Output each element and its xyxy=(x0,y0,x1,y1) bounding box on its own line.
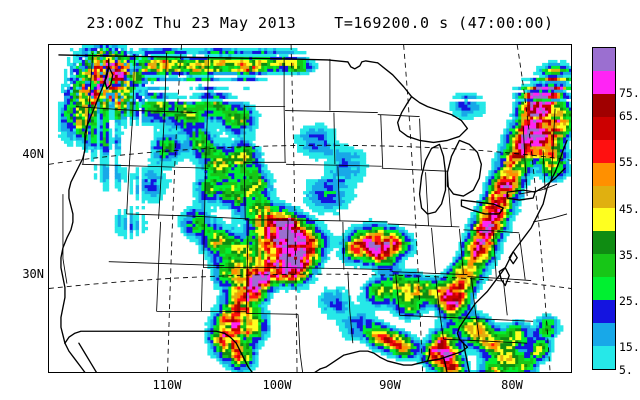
colorbar-band-15 xyxy=(593,300,615,324)
colorbar-tick-25: 25. xyxy=(619,293,640,308)
state-boundaries xyxy=(62,52,568,372)
lon-label-90w: 90W xyxy=(379,378,401,392)
coastline xyxy=(58,54,568,372)
plot-title: 23:00Z Thu 23 May 2013 T=169200.0 s (47:… xyxy=(86,14,554,32)
colorbar-band-25 xyxy=(593,254,615,278)
colorbar-band-10 xyxy=(593,323,615,346)
colorbar-tick-45: 45. xyxy=(619,201,640,216)
colorbar-tick-65: 65. xyxy=(619,109,640,124)
map-canvas xyxy=(49,45,571,372)
colorbar-band-5 xyxy=(593,345,615,369)
colorbar-band-40 xyxy=(593,185,615,209)
lat-label-30n: 30N xyxy=(22,267,44,281)
colorbar-band-20 xyxy=(593,277,615,301)
colorbar-band-35 xyxy=(593,208,615,232)
precipitation-field xyxy=(57,45,571,372)
colorbar xyxy=(592,47,616,370)
colorbar-tick-labels: 75. 65. 55. 45. 35. 25. 15. 5. xyxy=(619,47,640,377)
colorbar-tick-15: 15. xyxy=(619,339,640,354)
map-panel xyxy=(48,44,572,373)
colorbar-tick-55: 55. xyxy=(619,155,640,170)
colorbar-band-55 xyxy=(593,116,615,140)
lon-label-80w: 80W xyxy=(501,378,523,392)
colorbar-band-45 xyxy=(593,162,615,186)
colorbar-band-75 xyxy=(593,48,615,71)
colorbar-tick-5: 5. xyxy=(619,363,633,377)
map-svg xyxy=(49,45,571,372)
lat-label-40n: 40N xyxy=(22,147,44,161)
colorbar-tick-75: 75. xyxy=(619,86,640,101)
colorbar-band-60 xyxy=(593,93,615,117)
lon-label-110w: 110W xyxy=(152,378,182,392)
colorbar-band-30 xyxy=(593,231,615,255)
colorbar-band-50 xyxy=(593,139,615,163)
colorbar-tick-35: 35. xyxy=(619,247,640,262)
colorbar-band-65 xyxy=(593,70,615,94)
lon-label-100w: 100W xyxy=(262,378,292,392)
